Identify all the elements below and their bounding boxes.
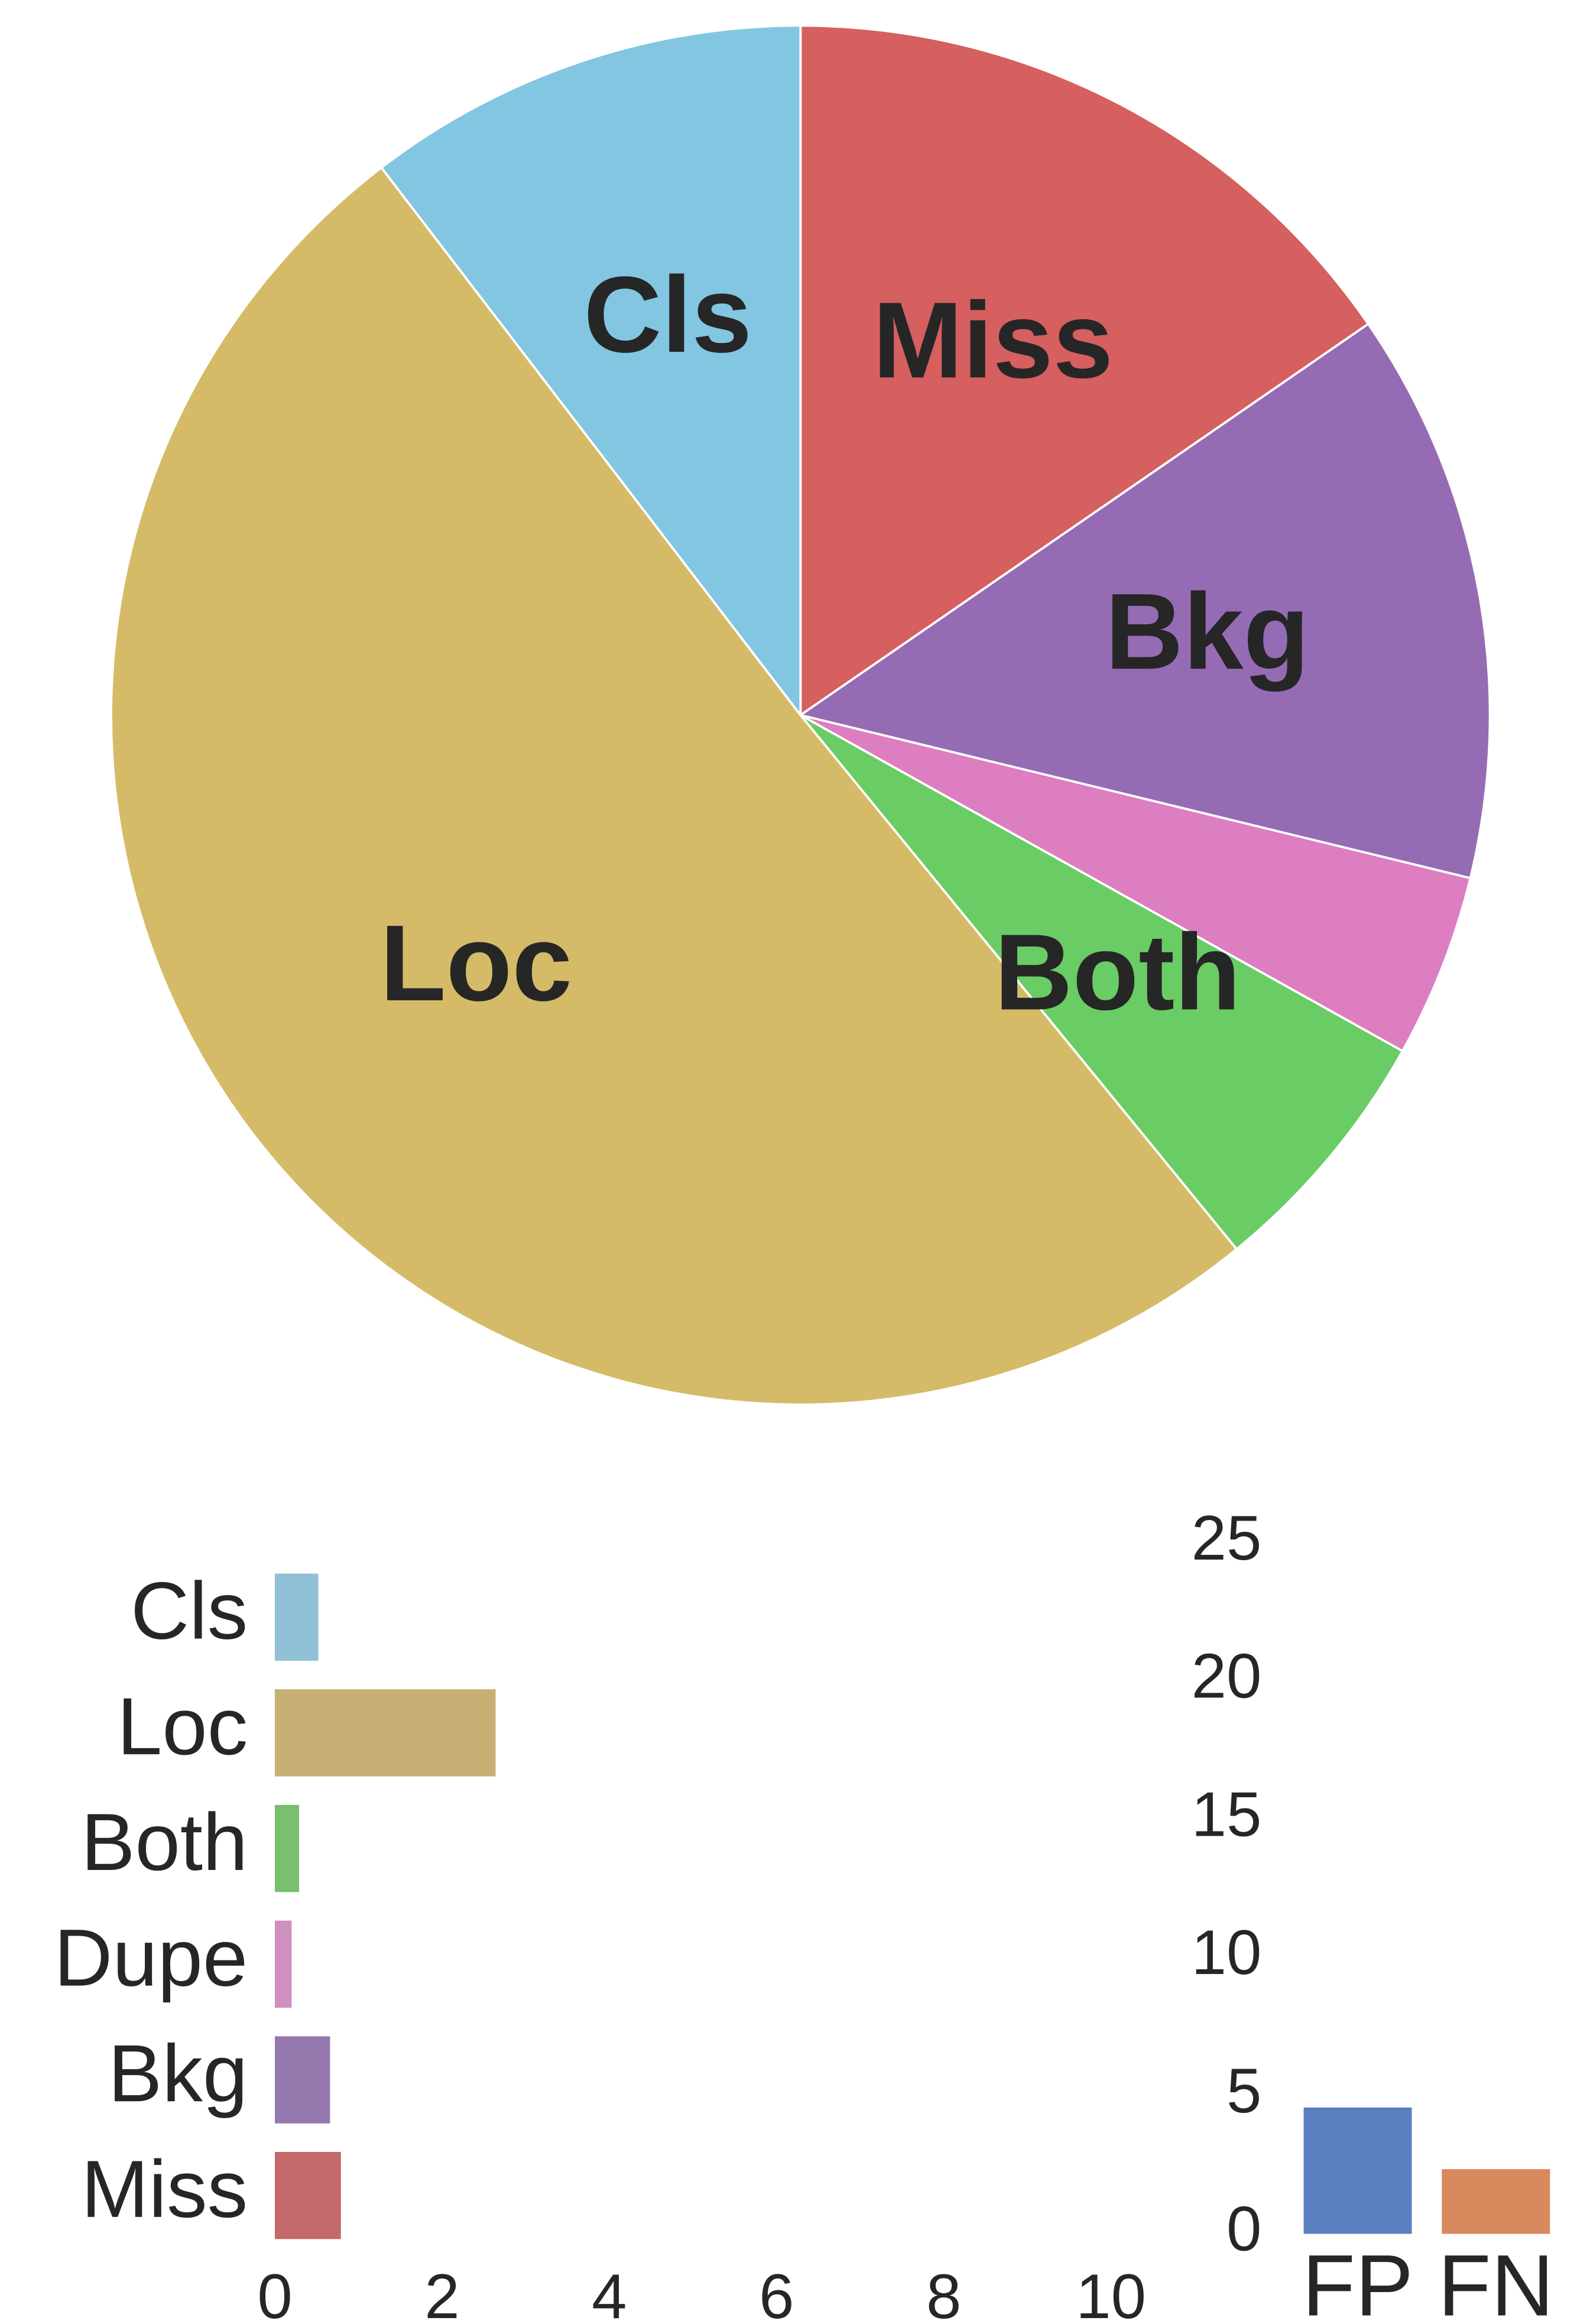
x-tick-label: FP xyxy=(1302,2237,1413,2324)
y-tick-label: 10 xyxy=(1192,1917,1262,1988)
slice-label: Loc xyxy=(380,902,572,1023)
pie-slice xyxy=(800,714,1472,1053)
x-tick-label: 8 xyxy=(926,2261,961,2324)
pie-slice xyxy=(799,24,1370,718)
y-tick-label: 25 xyxy=(1192,1502,1262,1573)
bar xyxy=(274,1689,496,1777)
bar xyxy=(1442,2169,1550,2234)
x-tick-label: 2 xyxy=(424,2261,459,2324)
bar xyxy=(274,1920,292,2008)
y-tick-label: 15 xyxy=(1192,1778,1262,1849)
x-tick-label: 4 xyxy=(592,2261,627,2324)
y-tick-label: Both xyxy=(81,1797,248,1888)
bar xyxy=(274,2036,330,2124)
pie-slice xyxy=(110,166,1238,1406)
x-tick-label: FN xyxy=(1438,2237,1554,2324)
slice-label: Both xyxy=(994,911,1241,1032)
y-tick-label: Cls xyxy=(131,1566,248,1657)
bar xyxy=(274,2151,341,2239)
y-tick-label: 0 xyxy=(1226,2193,1261,2264)
x-tick-label: 10 xyxy=(1076,2261,1146,2324)
bar xyxy=(274,1573,319,1661)
slice-label: Cls xyxy=(583,254,752,375)
slice-label: Miss xyxy=(872,279,1113,400)
pie-slice xyxy=(797,322,1491,880)
x-tick-label: 0 xyxy=(257,2261,292,2324)
pie-slice xyxy=(799,714,1404,1251)
y-tick-label: Miss xyxy=(81,2144,248,2235)
y-tick-label: 20 xyxy=(1192,1641,1262,1712)
bar xyxy=(274,1805,300,1892)
slice-label: Bkg xyxy=(1105,571,1310,692)
y-tick-label: 5 xyxy=(1226,2055,1261,2126)
y-tick-label: Loc xyxy=(117,1681,248,1772)
y-tick-label: Bkg xyxy=(108,2028,248,2119)
x-tick-label: 6 xyxy=(759,2261,794,2324)
pie-slice xyxy=(379,24,802,719)
bar xyxy=(1303,2107,1412,2234)
y-tick-label: Dupe xyxy=(54,1913,248,2004)
